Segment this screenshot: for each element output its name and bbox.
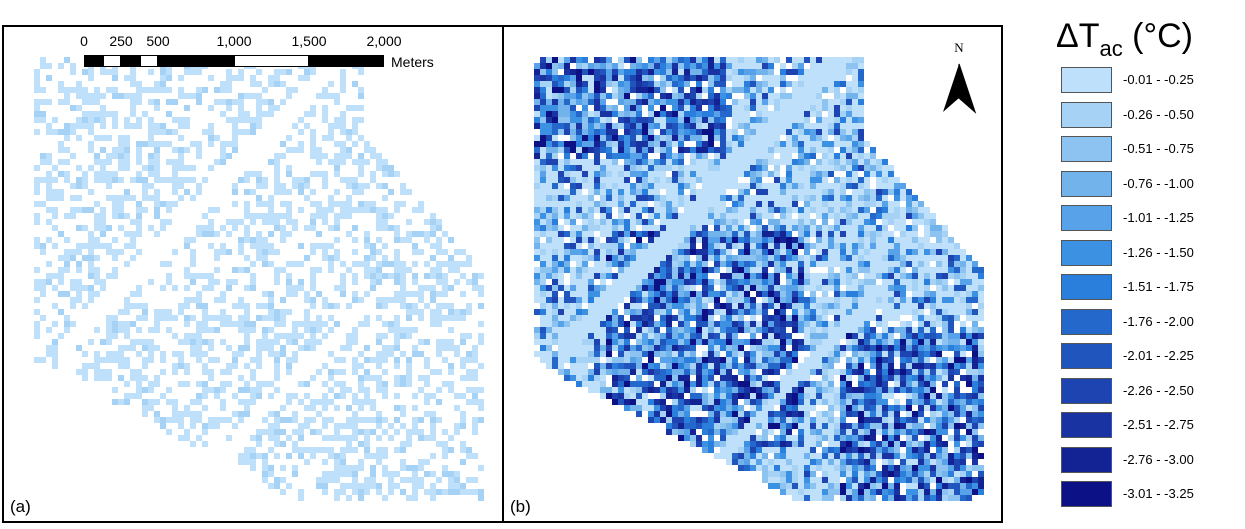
- legend-swatch: [1061, 274, 1112, 300]
- scale-tick-2000: 2,000: [366, 33, 402, 49]
- scale-units-label: Meters: [391, 54, 434, 70]
- legend-item: -1.26 - -1.50: [1061, 239, 1236, 266]
- legend-swatch: [1061, 67, 1112, 93]
- legend-title: ΔTac (°C): [1056, 17, 1193, 61]
- scale-segment: [84, 55, 103, 67]
- scale-segment: [234, 55, 309, 67]
- north-label: N: [954, 40, 964, 55]
- legend-swatch: [1061, 377, 1112, 404]
- legend-title-main: ΔT: [1056, 17, 1100, 55]
- legend-title-subscript: ac: [1099, 36, 1123, 61]
- legend-swatch: [1061, 170, 1112, 197]
- legend-label: -0.51 - -0.75: [1123, 141, 1194, 156]
- map-a-raster: [34, 57, 484, 501]
- legend-swatch: [1061, 136, 1112, 162]
- legend-swatch: [1061, 412, 1112, 438]
- legend-item: -3.01 - -3.25: [1061, 481, 1236, 507]
- legend-label: -0.76 - -1.00: [1123, 175, 1194, 191]
- legend-label: -1.76 - -2.00: [1123, 313, 1194, 329]
- legend-item: -2.26 - -2.50: [1061, 377, 1236, 404]
- legend-item: -2.51 - -2.75: [1061, 412, 1236, 438]
- legend-swatch: [1061, 308, 1112, 335]
- legend-item: -0.01 - -0.25: [1061, 67, 1236, 93]
- legend-label: -3.01 - -3.25: [1123, 486, 1194, 501]
- scale-tick-1500: 1,500: [291, 33, 327, 49]
- legend-item: -2.01 - -2.25: [1061, 343, 1236, 369]
- north-arrow-icon: [943, 63, 977, 114]
- legend-swatch: [1061, 205, 1112, 231]
- legend: ΔTac (°C) -0.01 - -0.25 -0.26 - -0.50 -0.5…: [1046, 15, 1241, 520]
- panel-label-a: (a): [10, 497, 31, 516]
- map-panel-b: (b): [502, 25, 1003, 523]
- scale-segment: [103, 55, 121, 67]
- legend-item: -0.26 - -0.50: [1061, 101, 1236, 128]
- map-b-raster: [534, 57, 984, 501]
- legend-swatch: [1061, 239, 1112, 266]
- map-panel-a: (a): [2, 25, 504, 523]
- legend-title-unit: (°C): [1122, 17, 1193, 55]
- scale-segment: [158, 55, 234, 67]
- legend-label: -1.26 - -1.50: [1123, 244, 1194, 260]
- scale-tick-0: 0: [80, 33, 88, 49]
- legend-swatch: [1061, 343, 1112, 369]
- scale-tick-1000: 1,000: [216, 33, 252, 49]
- legend-item: -0.76 - -1.00: [1061, 170, 1236, 197]
- legend-label: -2.76 - -3.00: [1123, 451, 1194, 467]
- legend-swatch: [1061, 101, 1112, 128]
- legend-swatch: [1061, 481, 1112, 507]
- north-arrow: N: [940, 40, 978, 114]
- scale-segment: [121, 55, 140, 67]
- scale-tick-250: 250: [109, 33, 133, 49]
- legend-item: -1.76 - -2.00: [1061, 308, 1236, 335]
- scale-segment: [309, 55, 384, 67]
- scale-segment: [140, 55, 158, 67]
- legend-item: -1.01 - -1.25: [1061, 205, 1236, 231]
- legend-label: -2.26 - -2.50: [1123, 382, 1194, 398]
- legend-item: -1.51 - -1.75: [1061, 274, 1236, 300]
- scale-bar: 0 250 500 1,000 1,500 2,000 Meters: [78, 33, 458, 78]
- legend-swatch: [1061, 446, 1112, 473]
- legend-label: -1.01 - -1.25: [1123, 210, 1194, 225]
- legend-item: -2.76 - -3.00: [1061, 446, 1236, 473]
- legend-item: -0.51 - -0.75: [1061, 136, 1236, 162]
- legend-label: -0.01 - -0.25: [1123, 72, 1194, 87]
- scale-tick-500: 500: [146, 33, 170, 49]
- legend-label: -0.26 - -0.50: [1123, 106, 1194, 122]
- legend-label: -1.51 - -1.75: [1123, 279, 1194, 294]
- legend-label: -2.01 - -2.25: [1123, 348, 1194, 363]
- panel-label-b: (b): [510, 497, 531, 516]
- legend-label: -2.51 - -2.75: [1123, 417, 1194, 432]
